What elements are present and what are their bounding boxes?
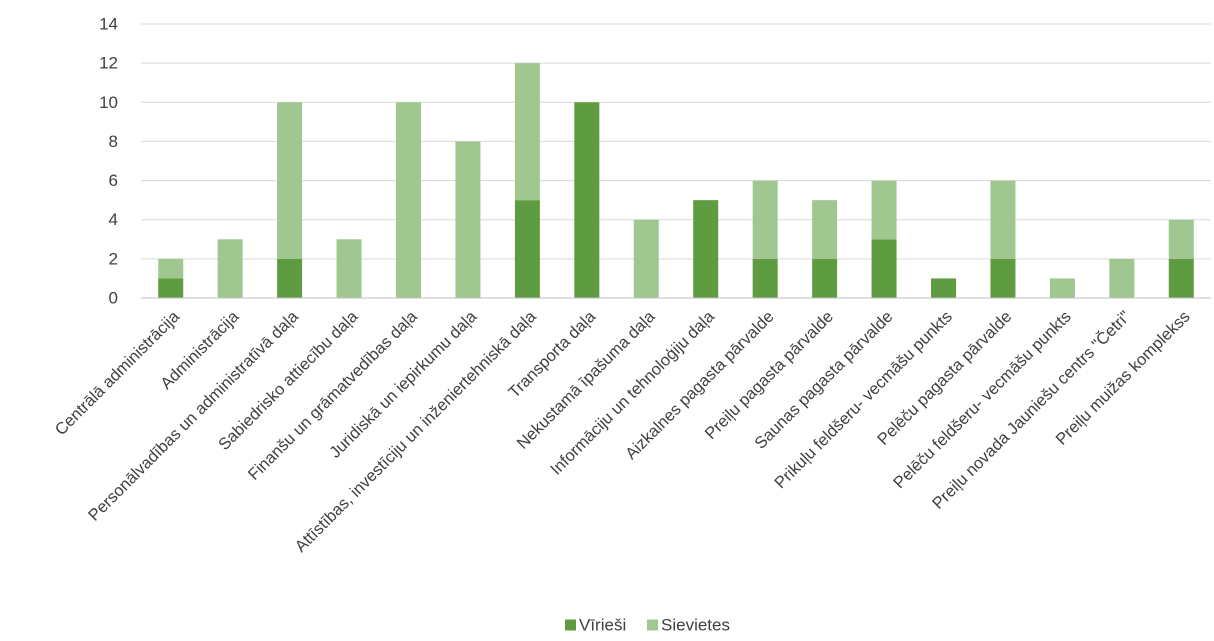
bar-segment-sievietes	[1049, 278, 1075, 298]
bar-segment-virie-si	[514, 200, 540, 298]
bar-segment-virie-si	[158, 278, 184, 298]
bar-segment-sievietes	[812, 200, 838, 259]
bar-segment-sievietes	[1109, 258, 1135, 298]
legend-label: Vīrieši	[579, 616, 626, 635]
y-axis-tick-labels: 0 2 4 6 8 10 12 14	[99, 15, 118, 308]
bar-segment-virie-si	[277, 258, 303, 298]
legend: Vīrieši Sievietes	[565, 616, 730, 635]
bar-segment-sievietes	[158, 258, 184, 279]
bar-segment-sievietes	[752, 180, 778, 259]
bar-segment-sievietes	[990, 180, 1016, 259]
bar-segment-virie-si	[1168, 258, 1194, 298]
bars	[158, 63, 1194, 299]
y-tick-label: 10	[99, 93, 118, 112]
bar-segment-virie-si	[990, 258, 1016, 298]
x-category-label: Personālvadības un administratīvā daļa	[85, 307, 303, 525]
bar-segment-virie-si	[871, 239, 897, 298]
y-tick-label: 6	[109, 171, 118, 190]
bar-segment-sievietes	[1168, 219, 1194, 259]
bar-segment-sievietes	[871, 180, 897, 240]
gridlines	[141, 23, 1211, 260]
bar-segment-sievietes	[396, 102, 421, 299]
x-axis-category-labels: Centrālā administrācijaAdministrācijaPer…	[52, 307, 1194, 556]
y-tick-label: 8	[109, 132, 118, 151]
y-tick-label: 4	[109, 210, 118, 229]
bar-segment-sievietes	[633, 219, 659, 298]
bar-segment-virie-si	[812, 258, 838, 298]
legend-swatch	[565, 619, 576, 631]
bar-segment-sievietes	[217, 239, 243, 298]
bar-segment-virie-si	[752, 258, 778, 298]
y-tick-label: 2	[109, 249, 118, 268]
legend-label: Sievietes	[661, 616, 730, 635]
bar-segment-virie-si	[931, 278, 956, 298]
y-tick-label: 12	[99, 54, 118, 73]
legend-swatch	[647, 619, 658, 631]
y-tick-label: 0	[109, 289, 118, 308]
bar-segment-sievietes	[277, 102, 303, 259]
bar-segment-sievietes	[336, 239, 362, 298]
y-tick-label: 14	[99, 15, 118, 34]
bar-segment-sievietes	[455, 141, 481, 298]
bar-segment-sievietes	[514, 63, 540, 201]
bar-segment-virie-si	[693, 200, 719, 298]
bar-segment-virie-si	[574, 102, 600, 299]
